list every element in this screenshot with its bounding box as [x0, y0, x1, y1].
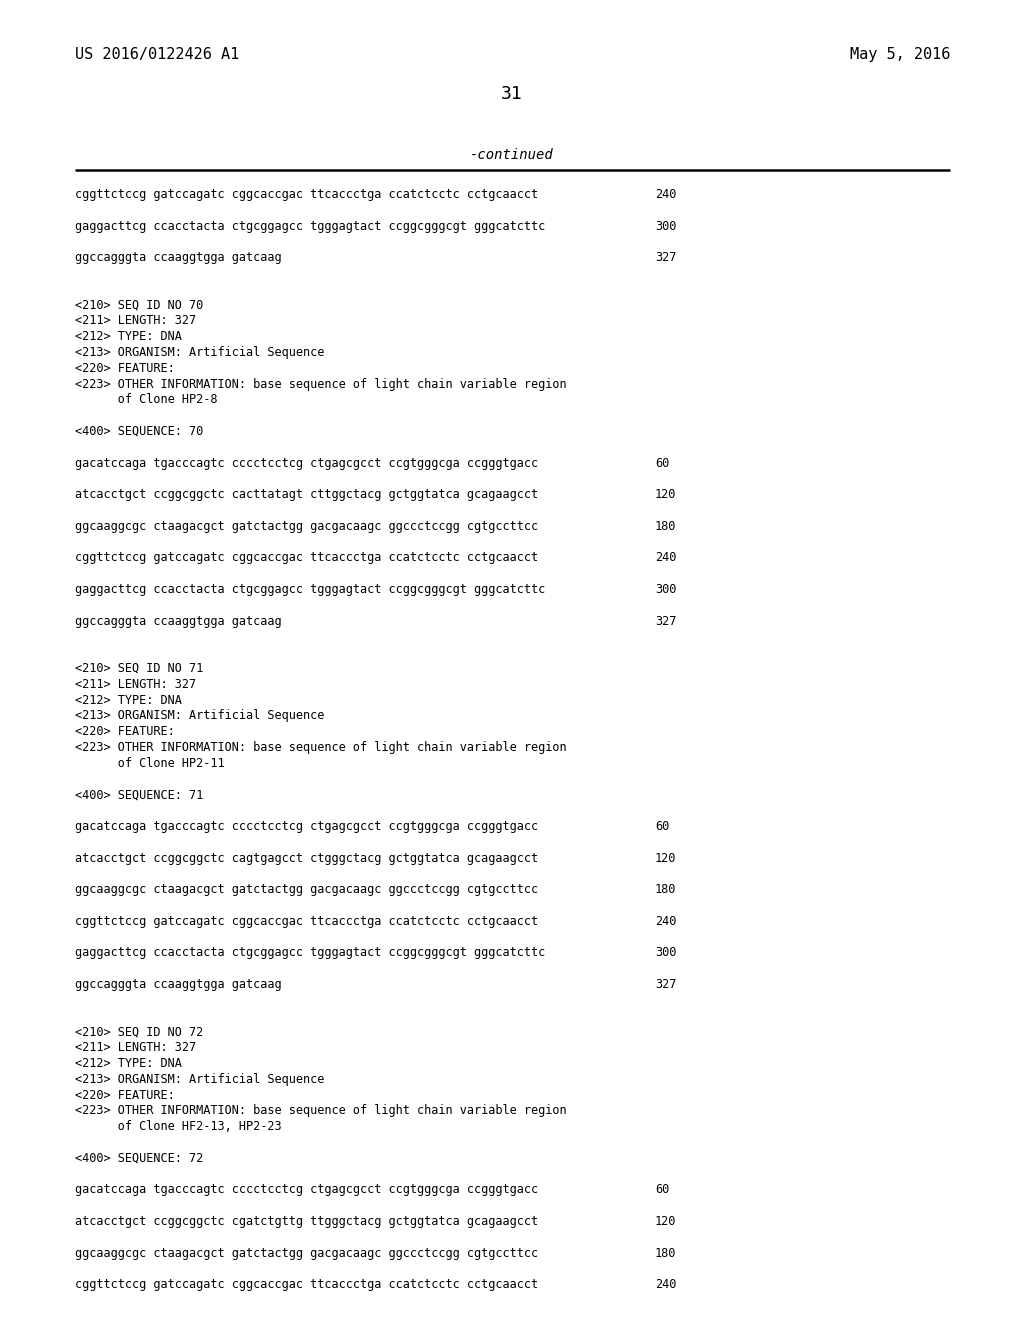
Text: 240: 240 — [655, 187, 677, 201]
Text: atcacctgct ccggcggctc cgatctgttg ttgggctacg gctggtatca gcagaagcct: atcacctgct ccggcggctc cgatctgttg ttgggct… — [75, 1214, 539, 1228]
Text: <212> TYPE: DNA: <212> TYPE: DNA — [75, 330, 182, 343]
Text: atcacctgct ccggcggctc cacttatagt cttggctacg gctggtatca gcagaagcct: atcacctgct ccggcggctc cacttatagt cttggct… — [75, 488, 539, 502]
Text: US 2016/0122426 A1: US 2016/0122426 A1 — [75, 48, 240, 62]
Text: 180: 180 — [655, 883, 677, 896]
Text: cggttctccg gatccagatc cggcaccgac ttcaccctga ccatctcctc cctgcaacct: cggttctccg gatccagatc cggcaccgac ttcaccc… — [75, 1278, 539, 1291]
Text: gaggacttcg ccacctacta ctgcggagcc tgggagtact ccggcgggcgt gggcatcttc: gaggacttcg ccacctacta ctgcggagcc tgggagt… — [75, 583, 545, 597]
Text: 60: 60 — [655, 820, 670, 833]
Text: 240: 240 — [655, 1278, 677, 1291]
Text: gacatccaga tgacccagtc cccctcctcg ctgagcgcct ccgtgggcga ccgggtgacc: gacatccaga tgacccagtc cccctcctcg ctgagcg… — [75, 820, 539, 833]
Text: <211> LENGTH: 327: <211> LENGTH: 327 — [75, 314, 197, 327]
Text: 31: 31 — [501, 84, 523, 103]
Text: 240: 240 — [655, 552, 677, 565]
Text: <220> FEATURE:: <220> FEATURE: — [75, 1089, 175, 1102]
Text: May 5, 2016: May 5, 2016 — [850, 48, 950, 62]
Text: <220> FEATURE:: <220> FEATURE: — [75, 725, 175, 738]
Text: <211> LENGTH: 327: <211> LENGTH: 327 — [75, 677, 197, 690]
Text: gacatccaga tgacccagtc cccctcctcg ctgagcgcct ccgtgggcga ccgggtgacc: gacatccaga tgacccagtc cccctcctcg ctgagcg… — [75, 457, 539, 470]
Text: cggttctccg gatccagatc cggcaccgac ttcaccctga ccatctcctc cctgcaacct: cggttctccg gatccagatc cggcaccgac ttcaccc… — [75, 187, 539, 201]
Text: of Clone HF2-13, HP2-23: of Clone HF2-13, HP2-23 — [75, 1121, 282, 1133]
Text: ggccagggta ccaaggtgga gatcaag: ggccagggta ccaaggtgga gatcaag — [75, 615, 282, 627]
Text: <211> LENGTH: 327: <211> LENGTH: 327 — [75, 1041, 197, 1055]
Text: gacatccaga tgacccagtc cccctcctcg ctgagcgcct ccgtgggcga ccgggtgacc: gacatccaga tgacccagtc cccctcctcg ctgagcg… — [75, 1184, 539, 1196]
Text: 120: 120 — [655, 851, 677, 865]
Text: 120: 120 — [655, 488, 677, 502]
Text: gaggacttcg ccacctacta ctgcggagcc tgggagtact ccggcgggcgt gggcatcttc: gaggacttcg ccacctacta ctgcggagcc tgggagt… — [75, 946, 545, 960]
Text: 120: 120 — [655, 1214, 677, 1228]
Text: <212> TYPE: DNA: <212> TYPE: DNA — [75, 693, 182, 706]
Text: ggcaaggcgc ctaagacgct gatctactgg gacgacaagc ggccctccgg cgtgccttcc: ggcaaggcgc ctaagacgct gatctactgg gacgaca… — [75, 520, 539, 533]
Text: 300: 300 — [655, 583, 677, 597]
Text: ggccagggta ccaaggtgga gatcaag: ggccagggta ccaaggtgga gatcaag — [75, 251, 282, 264]
Text: 60: 60 — [655, 1184, 670, 1196]
Text: 327: 327 — [655, 251, 677, 264]
Text: <213> ORGANISM: Artificial Sequence: <213> ORGANISM: Artificial Sequence — [75, 709, 325, 722]
Text: ggccagggta ccaaggtgga gatcaag: ggccagggta ccaaggtgga gatcaag — [75, 978, 282, 991]
Text: 240: 240 — [655, 915, 677, 928]
Text: <223> OTHER INFORMATION: base sequence of light chain variable region: <223> OTHER INFORMATION: base sequence o… — [75, 378, 566, 391]
Text: <400> SEQUENCE: 72: <400> SEQUENCE: 72 — [75, 1152, 203, 1164]
Text: <220> FEATURE:: <220> FEATURE: — [75, 362, 175, 375]
Text: atcacctgct ccggcggctc cagtgagcct ctgggctacg gctggtatca gcagaagcct: atcacctgct ccggcggctc cagtgagcct ctgggct… — [75, 851, 539, 865]
Text: 327: 327 — [655, 615, 677, 627]
Text: <213> ORGANISM: Artificial Sequence: <213> ORGANISM: Artificial Sequence — [75, 1073, 325, 1086]
Text: ggcaaggcgc ctaagacgct gatctactgg gacgacaagc ggccctccgg cgtgccttcc: ggcaaggcgc ctaagacgct gatctactgg gacgaca… — [75, 883, 539, 896]
Text: 300: 300 — [655, 946, 677, 960]
Text: <210> SEQ ID NO 71: <210> SEQ ID NO 71 — [75, 663, 203, 675]
Text: 60: 60 — [655, 457, 670, 470]
Text: of Clone HP2-8: of Clone HP2-8 — [75, 393, 217, 407]
Text: <210> SEQ ID NO 72: <210> SEQ ID NO 72 — [75, 1026, 203, 1039]
Text: 327: 327 — [655, 978, 677, 991]
Text: cggttctccg gatccagatc cggcaccgac ttcaccctga ccatctcctc cctgcaacct: cggttctccg gatccagatc cggcaccgac ttcaccc… — [75, 552, 539, 565]
Text: <213> ORGANISM: Artificial Sequence: <213> ORGANISM: Artificial Sequence — [75, 346, 325, 359]
Text: <400> SEQUENCE: 71: <400> SEQUENCE: 71 — [75, 788, 203, 801]
Text: -continued: -continued — [470, 148, 554, 162]
Text: 180: 180 — [655, 1246, 677, 1259]
Text: <212> TYPE: DNA: <212> TYPE: DNA — [75, 1057, 182, 1071]
Text: gaggacttcg ccacctacta ctgcggagcc tgggagtact ccggcgggcgt gggcatcttc: gaggacttcg ccacctacta ctgcggagcc tgggagt… — [75, 219, 545, 232]
Text: <210> SEQ ID NO 70: <210> SEQ ID NO 70 — [75, 298, 203, 312]
Text: cggttctccg gatccagatc cggcaccgac ttcaccctga ccatctcctc cctgcaacct: cggttctccg gatccagatc cggcaccgac ttcaccc… — [75, 915, 539, 928]
Text: <223> OTHER INFORMATION: base sequence of light chain variable region: <223> OTHER INFORMATION: base sequence o… — [75, 1105, 566, 1118]
Text: <223> OTHER INFORMATION: base sequence of light chain variable region: <223> OTHER INFORMATION: base sequence o… — [75, 741, 566, 754]
Text: ggcaaggcgc ctaagacgct gatctactgg gacgacaagc ggccctccgg cgtgccttcc: ggcaaggcgc ctaagacgct gatctactgg gacgaca… — [75, 1246, 539, 1259]
Text: 300: 300 — [655, 219, 677, 232]
Text: 180: 180 — [655, 520, 677, 533]
Text: <400> SEQUENCE: 70: <400> SEQUENCE: 70 — [75, 425, 203, 438]
Text: of Clone HP2-11: of Clone HP2-11 — [75, 756, 224, 770]
